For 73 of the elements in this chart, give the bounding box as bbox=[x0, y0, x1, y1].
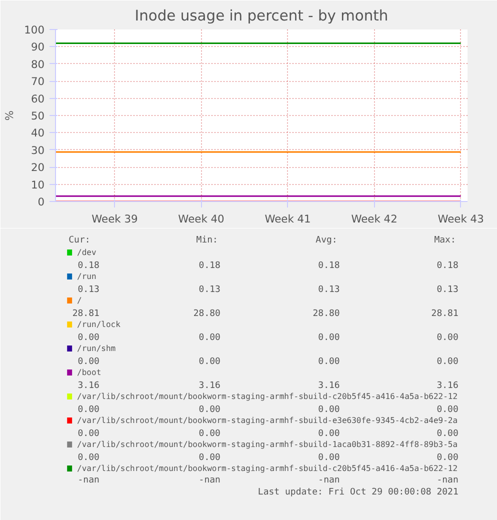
text: 0.13 bbox=[198, 285, 220, 295]
text: 3.16 bbox=[318, 381, 340, 391]
text: 0.00 bbox=[318, 333, 340, 343]
text: -nan bbox=[78, 476, 100, 486]
text: Max: bbox=[434, 236, 456, 246]
text: 0.00 bbox=[198, 453, 220, 463]
legend-label: /var/lib/schroot/mount/bookworm-staging-armhf-sbuild-1aca0b31-8892-4ff8-89b3-5a bbox=[77, 440, 458, 449]
text: -nan bbox=[198, 476, 220, 486]
x-tick-label: Week 42 bbox=[351, 212, 398, 226]
text: 0.00 bbox=[198, 429, 220, 439]
text: 0.18 bbox=[78, 261, 100, 271]
y-tick-label: 100 bbox=[24, 24, 45, 36]
text: 0.13 bbox=[436, 285, 458, 295]
text: 28.81 bbox=[431, 309, 458, 319]
text: 0.00 bbox=[436, 357, 458, 367]
y-axis-title: % bbox=[3, 110, 16, 121]
y-tick-label: 80 bbox=[30, 58, 45, 71]
legend-label: /run/lock bbox=[77, 320, 121, 329]
text: 0.18 bbox=[318, 261, 340, 271]
text: Min: bbox=[196, 236, 218, 246]
legend-label: /dev bbox=[77, 248, 97, 257]
text: 0.00 bbox=[198, 333, 220, 343]
x-tick-label: Week 43 bbox=[438, 212, 484, 226]
text: 3.16 bbox=[78, 381, 100, 391]
legend-label: / bbox=[77, 296, 82, 305]
text: Avg: bbox=[316, 236, 338, 246]
x-tick-label: Week 39 bbox=[92, 212, 138, 226]
text: 0.00 bbox=[78, 357, 100, 367]
text: 0.18 bbox=[198, 261, 220, 271]
chart-title: Inode usage in percent - by month bbox=[134, 8, 388, 24]
y-tick-label: 70 bbox=[30, 75, 45, 88]
text: 0.00 bbox=[318, 453, 340, 463]
text: -nan bbox=[436, 476, 458, 486]
text: Cur: bbox=[68, 236, 90, 246]
text: 28.80 bbox=[193, 309, 220, 319]
text: 28.81 bbox=[72, 309, 100, 319]
legend-label: /run/shm bbox=[77, 344, 116, 353]
y-tick-label: 90 bbox=[30, 40, 45, 54]
text: 28.80 bbox=[312, 309, 340, 319]
text: 0.00 bbox=[436, 333, 458, 343]
x-tick-label: Week 40 bbox=[178, 212, 225, 226]
text: 0.00 bbox=[436, 405, 458, 415]
text: 0.00 bbox=[78, 453, 100, 463]
legend-label: /boot bbox=[77, 368, 102, 377]
text: 0.13 bbox=[318, 285, 340, 295]
y-tick-label: 10 bbox=[30, 178, 45, 192]
legend-label: /var/lib/schroot/mount/bookworm-staging-armhf-sbuild-e3e630fe-9345-4cb2-a4e9-2a bbox=[77, 416, 458, 425]
y-tick-label: 30 bbox=[30, 144, 45, 157]
y-tick-label: 20 bbox=[30, 161, 45, 174]
y-tick-label: 60 bbox=[30, 92, 45, 106]
text: 0.18 bbox=[436, 261, 458, 271]
text: 3.16 bbox=[436, 381, 458, 391]
text: -nan bbox=[318, 476, 340, 486]
legend-label: /var/lib/schroot/mount/bookworm-staging-armhf-sbuild-c20b5f45-a416-4a5a-b622-12 bbox=[77, 464, 458, 473]
text: Last update: Fri Oct 29 00:00:08 2021 bbox=[258, 488, 458, 498]
y-tick-label: 50 bbox=[30, 110, 45, 122]
text: 0.00 bbox=[436, 453, 458, 463]
text: 0.00 bbox=[78, 333, 100, 343]
text: 0.00 bbox=[198, 357, 220, 367]
text: 0.00 bbox=[318, 429, 340, 439]
text: 0.00 bbox=[436, 429, 458, 439]
text: 0.00 bbox=[78, 405, 100, 415]
text: 0.00 bbox=[318, 405, 340, 415]
x-tick-label: Week 41 bbox=[264, 212, 311, 226]
text: 0.00 bbox=[318, 357, 340, 367]
text: 0.00 bbox=[78, 429, 100, 439]
legend-label: /var/lib/schroot/mount/bookworm-staging-armhf-sbuild-c20b5f45-a416-4a5a-b622-12 bbox=[77, 392, 458, 401]
text: 3.16 bbox=[198, 381, 220, 391]
text: 0.00 bbox=[198, 405, 220, 415]
y-tick-label: 40 bbox=[30, 126, 45, 140]
legend-label: /run bbox=[77, 272, 97, 281]
text: 0.13 bbox=[78, 285, 100, 295]
y-tick-label: 0 bbox=[38, 196, 45, 208]
